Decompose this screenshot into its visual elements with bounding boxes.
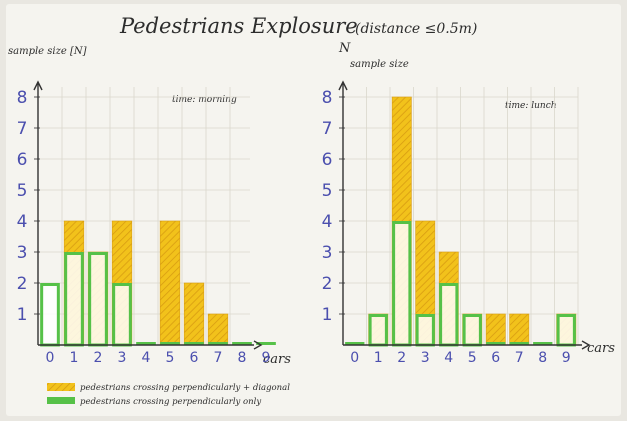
bar-total-6	[183, 282, 205, 346]
bar-perpendicular-5	[462, 314, 482, 347]
x-tick-label: 3	[118, 350, 127, 366]
x-tick-label: 5	[166, 350, 175, 366]
x-tick-label: 8	[238, 350, 247, 366]
bar-perpendicular-1	[368, 314, 388, 347]
y-tick-label: 5	[17, 181, 28, 201]
paper-sheet	[6, 4, 621, 416]
x-tick-label: 9	[262, 350, 271, 366]
y-tick-label: 8	[17, 88, 28, 108]
y-tick-label: 7	[17, 119, 28, 139]
bar-zero-7	[208, 342, 228, 345]
x-tick-label: 6	[190, 350, 199, 366]
bar-total-6	[485, 313, 506, 346]
bar-perpendicular-9	[556, 314, 576, 347]
y-tick-label: 2	[17, 274, 28, 294]
bar-perpendicular-2	[392, 221, 412, 347]
x-tick-label: 8	[538, 350, 547, 366]
y-tick-label: 5	[322, 181, 333, 201]
legend-label-yellow: pedestrians crossing perpendicularly + d…	[80, 383, 290, 393]
bar-perpendicular-4	[439, 283, 459, 347]
y-tick-label: 1	[17, 305, 28, 325]
legend-swatch-yellow	[47, 383, 75, 391]
title-note: (distance ≤0.5m)	[355, 21, 477, 37]
y-axis-arrow	[338, 80, 348, 91]
y-tick-label: 6	[322, 150, 333, 170]
x-tick-label: 2	[94, 350, 103, 366]
left-annotation: time: morning	[172, 95, 237, 105]
y-tick-label: 3	[17, 243, 28, 263]
x-tick-label: 7	[515, 350, 524, 366]
right-axis-mark: N	[338, 41, 351, 56]
bar-zero-8	[232, 342, 252, 345]
page-title: Pedestrians Explosure	[119, 14, 358, 38]
bar-zero-7	[509, 342, 529, 345]
bar-total-7	[207, 313, 229, 346]
x-tick-label: 0	[46, 350, 55, 366]
x-tick-label: 3	[421, 350, 430, 366]
bar-zero-0	[345, 342, 365, 345]
x-tick-label: 2	[397, 350, 406, 366]
x-tick-label: 4	[444, 350, 453, 366]
left-ylabel: sample size [N]	[8, 46, 87, 57]
bar-perpendicular-3	[112, 283, 132, 347]
legend-swatch-green	[47, 397, 75, 404]
legend-label-green: pedestrians crossing perpendicularly onl…	[80, 397, 261, 407]
x-tick-label: 4	[142, 350, 151, 366]
bar-zero-4	[136, 342, 156, 345]
x-axis-arrow	[581, 340, 591, 350]
bar-total-5	[159, 220, 181, 346]
bar-perpendicular-1	[64, 252, 84, 347]
x-tick-label: 1	[70, 350, 79, 366]
bar-zero-6	[184, 342, 204, 345]
y-tick-label: 8	[322, 88, 333, 108]
left-xlabel: cars	[263, 352, 291, 367]
right-xlabel: cars	[587, 341, 615, 356]
bar-perpendicular-2	[88, 252, 108, 347]
x-tick-label: 0	[350, 350, 359, 366]
y-tick-label: 1	[322, 305, 333, 325]
x-tick-label: 6	[491, 350, 500, 366]
bar-zero-5	[160, 342, 180, 345]
bar-perpendicular-0	[40, 283, 60, 347]
x-tick-label: 7	[214, 350, 223, 366]
bar-zero-6	[486, 342, 506, 345]
x-tick-label: 5	[468, 350, 477, 366]
legend: pedestrians crossing perpendicularly + d…	[47, 383, 290, 407]
y-tick-label: 4	[17, 212, 28, 232]
y-axis-arrow	[33, 80, 43, 91]
right-ylabel: sample size	[350, 59, 409, 70]
x-tick-label: 1	[374, 350, 383, 366]
y-tick-label: 6	[17, 150, 28, 170]
bar-total-7	[509, 313, 530, 346]
bar-zero-9	[256, 342, 276, 345]
y-tick-label: 7	[322, 119, 333, 139]
bar-perpendicular-3	[415, 314, 435, 347]
x-tick-label: 9	[562, 350, 571, 366]
grid	[342, 87, 579, 345]
y-tick-label: 4	[322, 212, 333, 232]
bar-zero-8	[533, 342, 553, 345]
x-axis-arrow	[253, 340, 263, 350]
y-tick-label: 2	[322, 274, 333, 294]
y-tick-label: 3	[322, 243, 333, 263]
